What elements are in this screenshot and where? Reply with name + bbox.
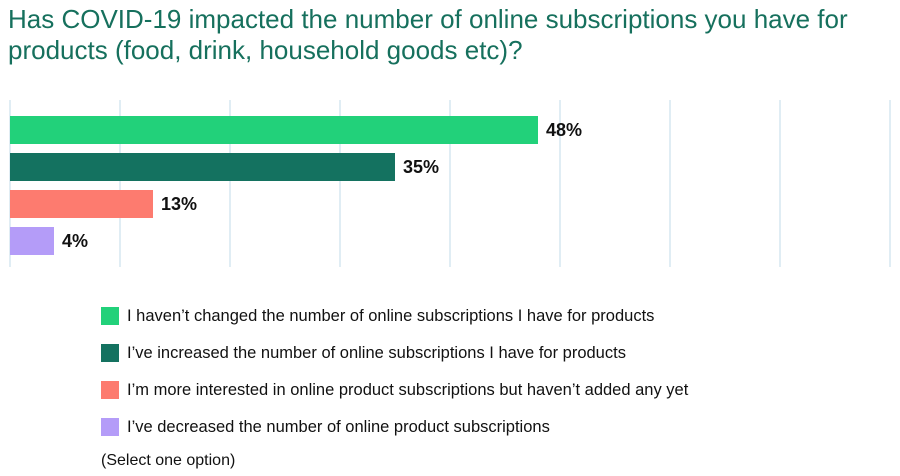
legend-label: I’m more interested in online product su… [127,380,689,399]
bar [10,116,538,144]
legend-item: I haven’t changed the number of online s… [101,305,688,327]
legend-swatch [101,381,119,399]
bar-value-label: 13% [161,194,197,214]
legend-swatch [101,307,119,325]
legend-swatch [101,418,119,436]
chart-title: Has COVID-19 impacted the number of onli… [8,4,848,65]
bar-chart: 48% 35% 13% 4% [9,100,891,267]
value-labels: 48% 35% 13% 4% [62,120,582,251]
bar [10,153,395,181]
bar-value-label: 4% [62,231,88,251]
legend-label: I’ve decreased the number of online prod… [127,417,550,436]
legend-item: I’m more interested in online product su… [101,379,688,401]
bars [10,116,538,255]
bar-value-label: 35% [403,157,439,177]
legend-label: I’ve increased the number of online subs… [127,343,626,362]
legend-item: I’ve decreased the number of online prod… [101,416,688,438]
legend-swatch [101,344,119,362]
legend: I haven’t changed the number of online s… [101,305,688,453]
bar-value-label: 48% [546,120,582,140]
selection-note: (Select one option) [101,452,236,469]
legend-item: I’ve increased the number of online subs… [101,342,688,364]
bar [10,227,54,255]
legend-label: I haven’t changed the number of online s… [127,306,655,325]
bar [10,190,153,218]
